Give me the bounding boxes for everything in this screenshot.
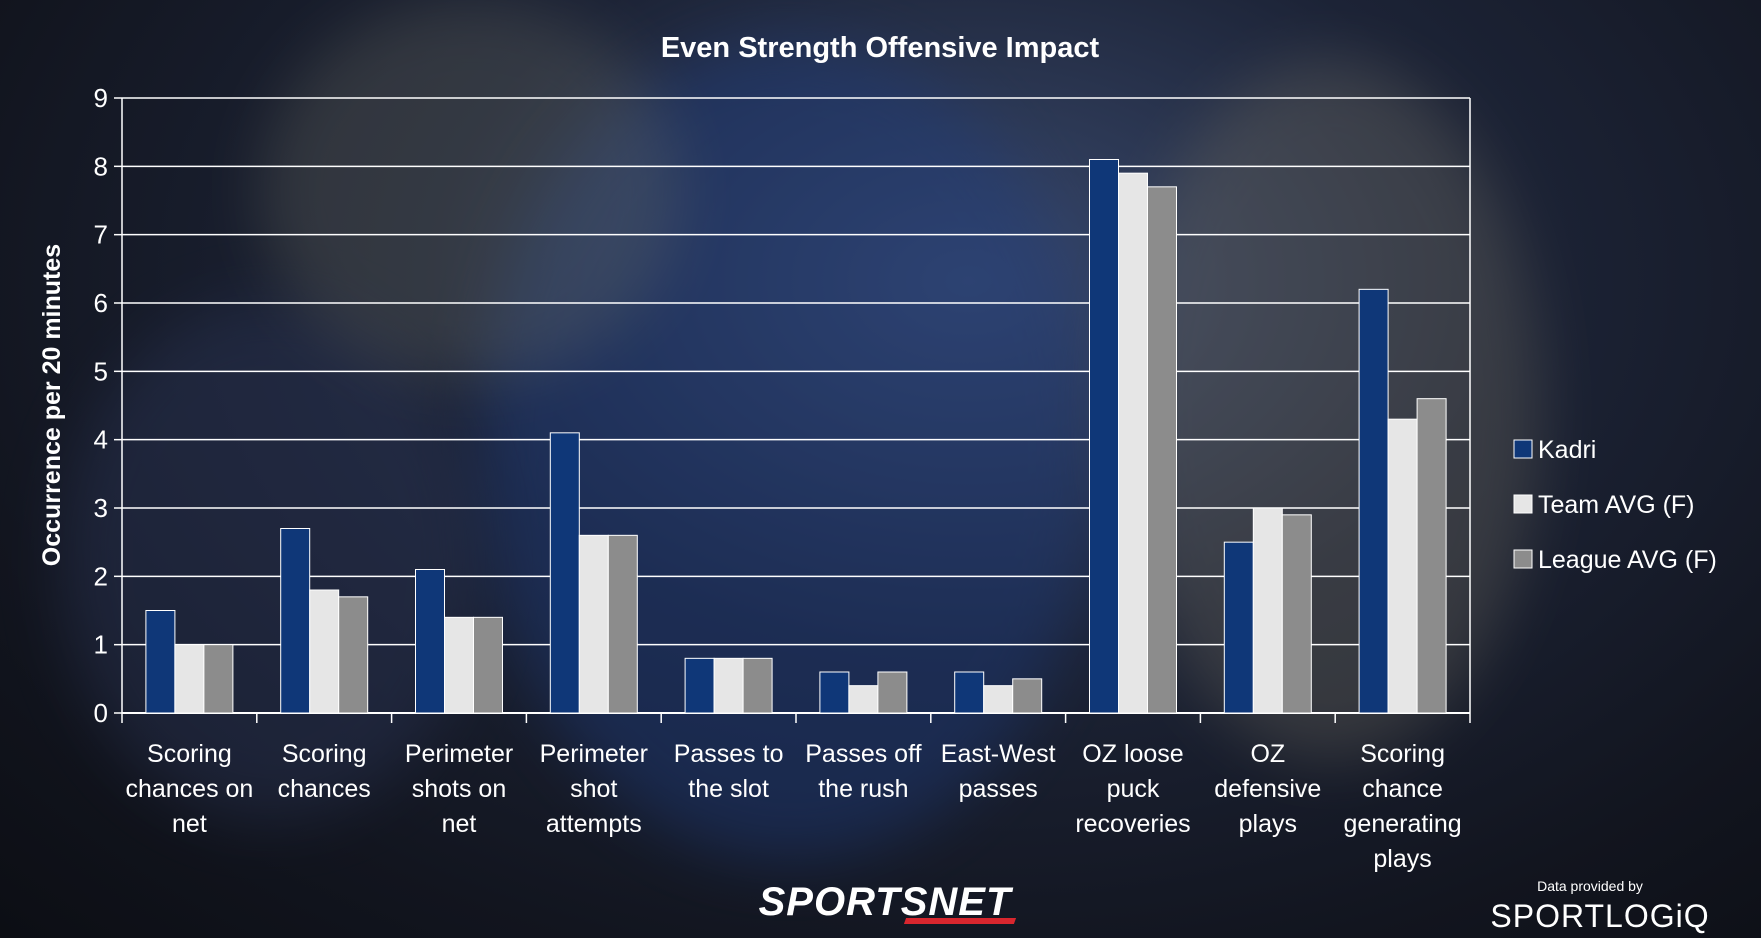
x-tick-label: generating — [1344, 810, 1462, 838]
y-tick-label: 8 — [94, 151, 108, 181]
x-tick-label: puck — [1107, 775, 1160, 803]
logo-stripe — [903, 918, 1017, 924]
bar-team-avg-f-1 — [309, 589, 340, 714]
bar-league-avg-f-4 — [742, 657, 773, 714]
x-tick-label: Scoring — [147, 740, 232, 768]
y-tick-label: 4 — [94, 425, 108, 455]
bar-league-avg-f-7 — [1147, 186, 1177, 714]
y-tick-label: 7 — [94, 220, 108, 250]
x-tick-label: Scoring — [282, 740, 367, 768]
data-credit-label: Data provided by — [1537, 878, 1643, 894]
x-tick-label: net — [172, 810, 207, 838]
bar-kadri-5 — [819, 671, 850, 714]
legend-swatch — [1513, 549, 1533, 569]
y-tick-label: 3 — [94, 493, 108, 523]
x-tick-label: Scoring — [1360, 740, 1445, 768]
legend-swatch — [1513, 439, 1533, 459]
x-tick-label: chance — [1362, 775, 1443, 803]
y-tick-label: 6 — [94, 288, 108, 318]
x-tick-label: shot — [570, 775, 617, 803]
bar-kadri-9 — [1358, 288, 1389, 714]
bar-kadri-6 — [954, 671, 985, 714]
bar-team-avg-f-5 — [848, 685, 879, 714]
bar-team-avg-f-7 — [1118, 172, 1148, 714]
bar-kadri-7 — [1089, 159, 1119, 714]
x-tick-label: OZ loose — [1082, 740, 1183, 768]
bar-team-avg-f-9 — [1387, 418, 1418, 714]
x-tick-label: East-West — [941, 740, 1056, 768]
y-axis-label: Occurrence per 20 minutes — [38, 244, 66, 566]
y-tick-label: 5 — [94, 356, 108, 386]
x-tick-label: Perimeter — [405, 740, 513, 768]
bar-league-avg-f-2 — [473, 616, 503, 714]
bar-team-avg-f-8 — [1252, 507, 1283, 714]
background-photo-blur — [480, 40, 1100, 860]
bar-team-avg-f-6 — [983, 685, 1014, 714]
bar-kadri-4 — [684, 657, 715, 714]
legend-label: Kadri — [1538, 436, 1596, 464]
x-tick-label: net — [442, 810, 477, 838]
sportsnet-logo: SPORTSNET — [758, 880, 1012, 924]
bar-league-avg-f-5 — [877, 671, 908, 714]
bar-kadri-8 — [1223, 541, 1254, 714]
bar-league-avg-f-8 — [1281, 514, 1312, 714]
legend-label: Team AVG (F) — [1538, 491, 1695, 519]
x-tick-label: Passes to — [674, 740, 784, 768]
bar-league-avg-f-3 — [607, 534, 638, 714]
bar-league-avg-f-6 — [1012, 678, 1043, 714]
bar-team-avg-f-3 — [578, 534, 609, 714]
bar-league-avg-f-1 — [338, 596, 369, 714]
x-tick-label: plays — [1239, 810, 1297, 838]
bar-league-avg-f-9 — [1416, 398, 1447, 714]
x-tick-label: plays — [1373, 845, 1431, 873]
x-tick-label: recoveries — [1075, 810, 1190, 838]
x-tick-label: OZ — [1250, 740, 1285, 768]
background-photo-blur — [60, 300, 480, 820]
bar-league-avg-f-0 — [203, 644, 234, 714]
x-tick-label: chances — [278, 775, 371, 803]
x-tick-label: shots on — [412, 775, 507, 803]
bar-team-avg-f-0 — [174, 644, 205, 714]
x-tick-label: attempts — [546, 810, 642, 838]
bar-kadri-3 — [549, 432, 580, 714]
x-tick-label: defensive — [1214, 775, 1321, 803]
background-photo-blur — [260, 0, 680, 380]
y-tick-label: 1 — [94, 630, 108, 660]
legend-swatch — [1513, 494, 1533, 514]
legend-label: League AVG (F) — [1538, 546, 1717, 574]
x-tick-label: the rush — [818, 775, 908, 803]
bar-kadri-0 — [145, 610, 176, 714]
x-tick-label: Passes off — [805, 740, 921, 768]
x-tick-label: chances on — [125, 775, 253, 803]
sportlogiq-logo: SPORTLOGiQ — [1490, 898, 1710, 934]
x-tick-label: the slot — [688, 775, 769, 803]
chart-title: Even Strength Offensive Impact — [661, 32, 1100, 64]
bar-team-avg-f-4 — [713, 657, 744, 714]
bar-team-avg-f-2 — [444, 616, 474, 714]
y-tick-label: 2 — [94, 561, 108, 591]
y-tick-label: 0 — [94, 698, 108, 728]
bar-kadri-1 — [280, 528, 311, 714]
x-tick-label: passes — [959, 775, 1038, 803]
x-tick-label: Perimeter — [540, 740, 648, 768]
bar-kadri-2 — [415, 569, 445, 714]
y-tick-label: 9 — [94, 83, 108, 113]
